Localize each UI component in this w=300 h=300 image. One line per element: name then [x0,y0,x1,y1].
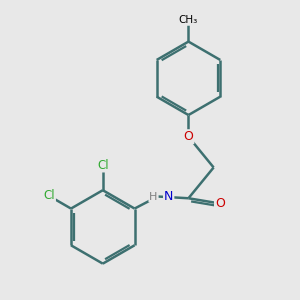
Text: N: N [164,190,173,203]
Text: O: O [184,130,194,143]
Text: O: O [215,197,225,210]
Text: CH₃: CH₃ [179,15,198,25]
Text: Cl: Cl [97,158,109,172]
Text: H: H [149,191,158,202]
Text: Cl: Cl [44,190,55,202]
